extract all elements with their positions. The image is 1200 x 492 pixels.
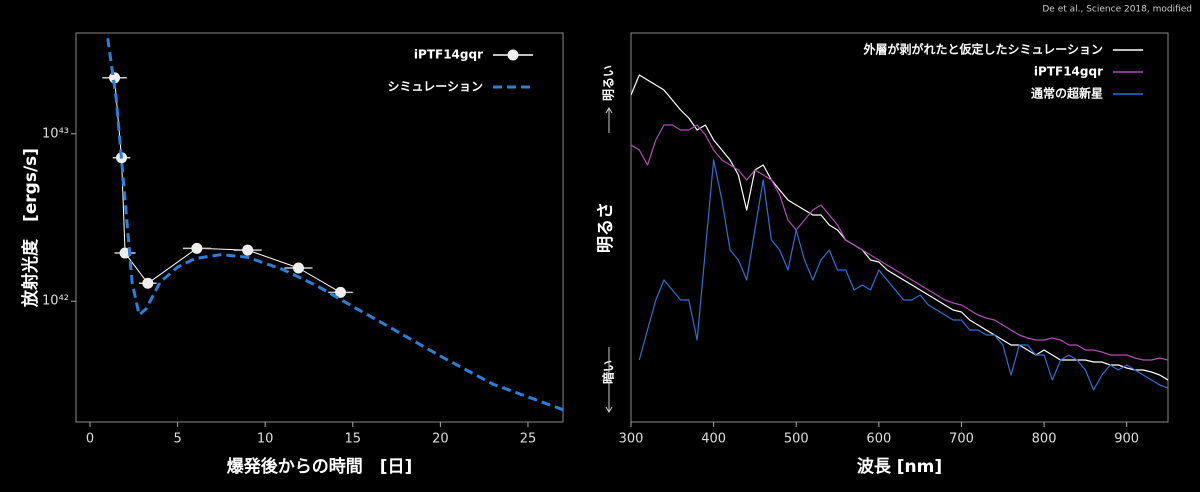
legend-label: シミュレーション xyxy=(387,80,483,94)
plot-frame xyxy=(630,32,1169,423)
plot-area xyxy=(631,74,1168,391)
plot-frame xyxy=(75,32,564,423)
arrow-up xyxy=(605,107,613,133)
x-tick-label: 300 xyxy=(619,432,644,447)
series-line xyxy=(114,77,341,293)
series-line xyxy=(638,159,1168,391)
y-tick-label: 10⁴³ xyxy=(42,126,69,141)
data-point xyxy=(242,244,254,256)
legend-label: 通常の超新星 xyxy=(1031,86,1103,101)
y-bottom-label: 暗い xyxy=(601,360,616,384)
legend-marker xyxy=(507,49,519,61)
y-axis-label: 明るさ xyxy=(596,202,616,253)
data-point xyxy=(142,277,154,289)
series-line xyxy=(105,33,563,412)
legend-label: iPTF14gqr xyxy=(414,48,483,62)
legend-label: iPTF14gqr xyxy=(1034,65,1103,79)
x-tick-label: 5 xyxy=(173,432,181,447)
data-point xyxy=(335,286,347,298)
x-tick-label: 700 xyxy=(949,432,974,447)
data-point xyxy=(292,262,304,274)
x-axis-label: 爆発後からの時間 [日] xyxy=(227,456,413,477)
series-line xyxy=(631,124,1168,361)
y-axis-label: 放射光度 [ergs/s] xyxy=(20,148,41,308)
x-axis-label: 波長 [nm] xyxy=(857,456,942,477)
credit: De et al., Science 2018, modified xyxy=(1042,5,1192,15)
series-line xyxy=(631,74,1168,381)
data-point xyxy=(119,247,131,259)
x-tick-label: 600 xyxy=(866,432,891,447)
x-tick-label: 20 xyxy=(432,432,449,447)
data-point xyxy=(191,242,203,254)
x-tick-label: 400 xyxy=(701,432,726,447)
x-tick-label: 10 xyxy=(257,432,274,447)
y-top-label: 明るい xyxy=(602,65,616,101)
x-tick-label: 25 xyxy=(520,432,537,447)
arrow-down xyxy=(605,347,613,413)
x-tick-label: 0 xyxy=(86,432,94,447)
x-tick-label: 800 xyxy=(1032,432,1057,447)
y-tick-label: 10⁴² xyxy=(42,294,69,309)
x-tick-label: 15 xyxy=(345,432,362,447)
plot-area xyxy=(102,33,563,412)
legend-label: 外層が剥がれたと仮定したシミュレーション xyxy=(863,42,1103,57)
x-tick-label: 900 xyxy=(1114,432,1139,447)
x-tick-label: 500 xyxy=(784,432,809,447)
